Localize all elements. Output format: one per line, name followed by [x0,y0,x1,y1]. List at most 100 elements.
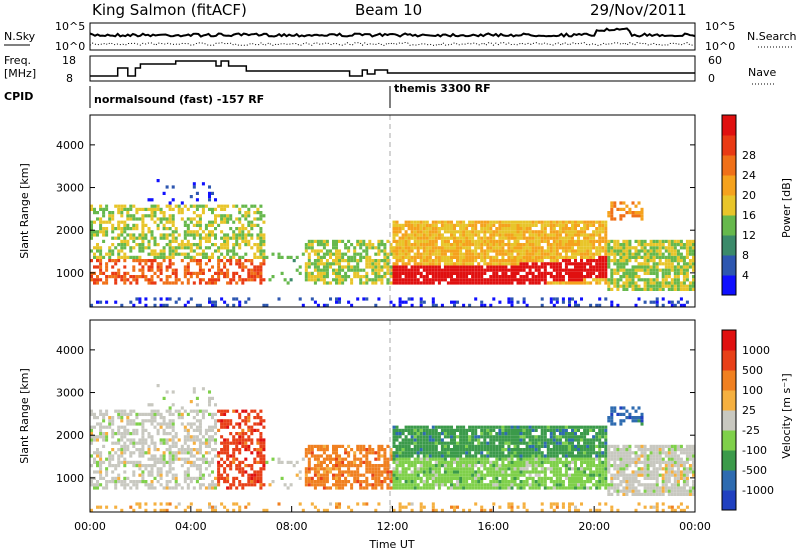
power-cell [105,233,109,237]
velocity-cell [120,412,124,416]
velocity-cell [208,400,212,404]
power-cell [477,239,481,243]
velocity-cell [123,486,127,490]
velocity-cell [135,432,139,436]
power-cell [359,246,363,250]
velocity-cell [434,451,438,455]
velocity-cell [395,451,399,455]
power-cell [534,243,538,247]
power-cell [468,230,472,234]
power-cell [673,287,677,291]
power-cell [619,255,623,259]
power-cell [419,246,423,250]
power-cell [480,255,484,259]
velocity-cell [338,470,342,474]
power-cell [425,255,429,259]
power-cell [682,281,686,285]
velocity-cell [220,412,224,416]
power-cell [126,214,130,218]
power-cell [335,262,339,266]
power-cell [543,278,547,282]
velocity-cell [126,448,130,452]
power-cell [513,271,517,275]
power-cell [589,271,593,275]
velocity-cell [353,464,357,468]
power-cell [561,239,565,243]
velocity-cell [501,444,505,448]
velocity-cell [483,483,487,487]
power-cell [528,268,532,272]
power-cell [425,223,429,227]
power-cell [259,249,263,253]
power-cell [649,243,653,247]
power-cell [283,278,287,282]
power-cell [129,255,133,259]
velocity-cell [93,435,97,439]
power-cell [655,243,659,247]
power-cell [135,278,139,282]
velocity-cell [195,448,199,452]
velocity-cell [108,457,112,461]
power-cell [446,265,450,269]
velocity-cell [289,460,293,464]
velocity-cell [259,467,263,471]
velocity-cell [220,451,224,455]
velocity-cell [174,409,178,413]
power-cell [259,275,263,279]
power-cell [616,281,620,285]
power-cell [592,246,596,250]
power-cell [465,252,469,256]
power-cell [126,255,130,259]
power-cell [214,227,218,231]
power-cell [673,271,677,275]
velocity-cell [138,438,142,442]
velocity-cell [96,486,100,490]
power-cell [217,275,221,279]
power-cell [208,195,212,199]
power-cell [685,243,689,247]
power-cell [335,255,339,259]
power-cell [655,252,659,256]
power-cell [495,275,499,279]
power-cell [516,239,520,243]
power-cell [522,233,526,237]
power-cell [456,239,460,243]
velocity-cell [313,464,317,468]
power-cell [214,300,218,304]
velocity-cell [428,451,432,455]
power-cell [395,233,399,237]
power-cell [102,255,106,259]
power-cell [658,284,662,288]
power-cell [604,236,608,240]
power-cell [561,227,565,231]
velocity-cell [120,432,124,436]
power-cell [601,227,605,231]
velocity-cell [189,451,193,455]
power-cell [292,259,296,263]
power-cell [174,239,178,243]
velocity-cell [183,451,187,455]
power-cell [640,262,644,266]
velocity-cell [443,444,447,448]
power-cell [147,265,151,269]
velocity-cell [437,425,441,429]
power-cell [195,259,199,263]
power-cell [398,303,402,307]
power-cell [313,252,317,256]
power-cell [583,262,587,266]
power-cell [431,227,435,231]
power-cell [316,262,320,266]
velocity-cell [171,444,175,448]
power-cell [462,262,466,266]
power-cell [235,227,239,231]
power-cell [604,252,608,256]
velocity-cell [456,476,460,480]
velocity-cell [516,432,520,436]
power-cell [658,287,662,291]
power-cell [386,262,390,266]
power-cell [456,236,460,240]
velocity-cell [492,464,496,468]
power-cell [153,239,157,243]
power-cell [568,297,572,301]
velocity-cell [416,444,420,448]
